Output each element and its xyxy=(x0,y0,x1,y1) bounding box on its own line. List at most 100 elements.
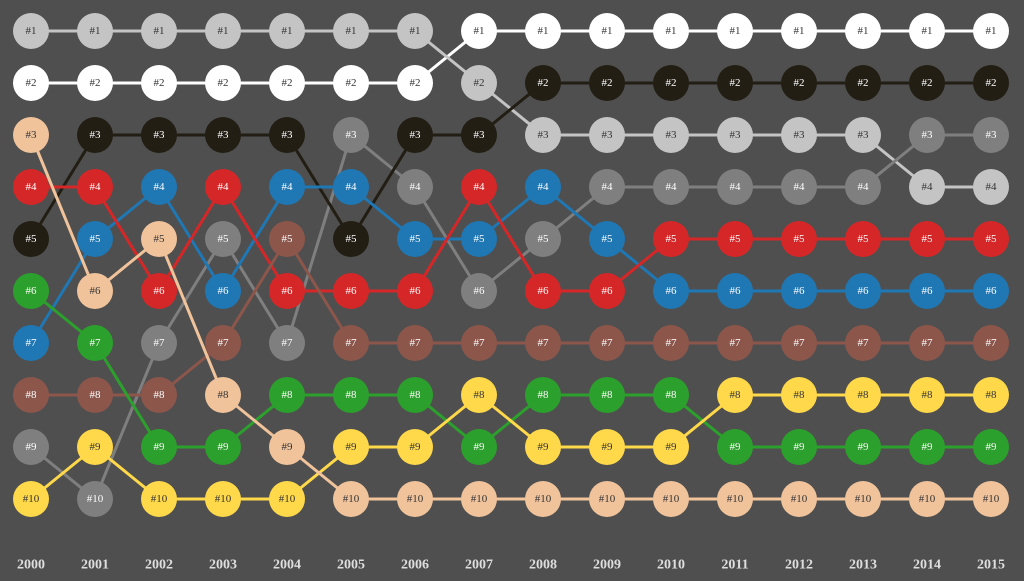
rank-dot xyxy=(525,65,561,101)
rank-label: #6 xyxy=(986,285,998,297)
rank-dot xyxy=(525,169,561,205)
rank-dot xyxy=(973,169,1009,205)
rank-dot xyxy=(141,117,177,153)
rank-label: #7 xyxy=(90,337,102,349)
x-tick-label: 2009 xyxy=(593,558,621,573)
rank-label: #2 xyxy=(858,77,869,89)
rank-dot xyxy=(13,169,49,205)
rank-label: #6 xyxy=(26,285,38,297)
rank-label: #1 xyxy=(218,25,229,37)
rank-label: #9 xyxy=(602,441,614,453)
rank-label: #10 xyxy=(855,493,872,505)
rank-label: #1 xyxy=(474,25,485,37)
rank-dot xyxy=(717,117,753,153)
rank-label: #9 xyxy=(794,441,806,453)
rank-label: #9 xyxy=(90,441,102,453)
rank-label: #8 xyxy=(986,389,998,401)
rank-dot xyxy=(141,325,177,361)
rank-label: #2 xyxy=(538,77,549,89)
rank-dot xyxy=(845,429,881,465)
rank-label: #5 xyxy=(346,233,358,245)
rank-dot xyxy=(461,169,497,205)
rank-dot xyxy=(909,273,945,309)
rank-dot xyxy=(205,65,241,101)
rank-label: #2 xyxy=(346,77,357,89)
rank-dot xyxy=(397,325,433,361)
rank-label: #9 xyxy=(26,441,38,453)
rank-dot xyxy=(205,117,241,153)
x-tick-label: 2011 xyxy=(721,558,748,573)
rank-dot xyxy=(589,481,625,517)
rank-label: #2 xyxy=(666,77,677,89)
rank-label: #3 xyxy=(346,129,358,141)
rank-label: #5 xyxy=(986,233,998,245)
rank-dot xyxy=(973,273,1009,309)
rank-label: #3 xyxy=(154,129,166,141)
rank-label: #6 xyxy=(794,285,806,297)
rank-line xyxy=(29,134,991,501)
rank-dot xyxy=(717,65,753,101)
rank-label: #1 xyxy=(90,25,101,37)
rank-label: #3 xyxy=(282,129,294,141)
rank-dot xyxy=(205,273,241,309)
rank-dot xyxy=(205,221,241,257)
rank-label: #8 xyxy=(90,389,102,401)
rank-label: #4 xyxy=(346,181,358,193)
rank-label: #8 xyxy=(410,389,422,401)
rank-dot xyxy=(525,117,561,153)
rank-dot xyxy=(909,377,945,413)
x-tick-label: 2002 xyxy=(145,558,173,573)
rank-dot xyxy=(845,325,881,361)
rank-dot xyxy=(13,273,49,309)
rank-label: #9 xyxy=(154,441,166,453)
rank-dot xyxy=(845,221,881,257)
rank-dot xyxy=(589,377,625,413)
rank-label: #2 xyxy=(154,77,165,89)
rank-dot xyxy=(973,481,1009,517)
rank-label: #6 xyxy=(154,285,166,297)
rank-dot xyxy=(269,65,305,101)
rank-label: #4 xyxy=(410,181,422,193)
rank-line xyxy=(31,236,991,397)
rank-label: #5 xyxy=(90,233,102,245)
rank-label: #3 xyxy=(730,129,742,141)
rank-dot xyxy=(717,273,753,309)
rank-label: #10 xyxy=(599,493,616,505)
rank-dot xyxy=(333,117,369,153)
rank-dot xyxy=(717,325,753,361)
rank-label: #9 xyxy=(410,441,422,453)
rank-label: #1 xyxy=(858,25,869,37)
rank-label: #7 xyxy=(602,337,614,349)
rank-dot xyxy=(589,117,625,153)
rank-label: #8 xyxy=(602,389,614,401)
rank-dot xyxy=(589,169,625,205)
rank-dot xyxy=(525,13,561,49)
rank-dot xyxy=(141,377,177,413)
rank-dot xyxy=(909,65,945,101)
rank-dot xyxy=(589,429,625,465)
rank-dot xyxy=(909,221,945,257)
rank-line xyxy=(31,29,991,85)
x-tick-label: 2012 xyxy=(785,558,813,573)
rank-label: #9 xyxy=(666,441,678,453)
rank-dot xyxy=(845,273,881,309)
rank-dot xyxy=(269,325,305,361)
rank-label: #1 xyxy=(986,25,997,37)
rank-label: #3 xyxy=(602,129,614,141)
rank-dot xyxy=(781,481,817,517)
x-tick-label: 2007 xyxy=(465,558,493,573)
rank-label: #2 xyxy=(410,77,421,89)
rank-dot xyxy=(397,377,433,413)
rank-dot xyxy=(653,13,689,49)
rank-label: #7 xyxy=(154,337,166,349)
rank-label: #1 xyxy=(26,25,37,37)
rank-dot xyxy=(333,429,369,465)
rank-label: #6 xyxy=(922,285,934,297)
x-tick-label: 2004 xyxy=(273,558,301,573)
rank-dot xyxy=(909,429,945,465)
rank-dot xyxy=(781,65,817,101)
rank-dot xyxy=(717,481,753,517)
rank-label: #7 xyxy=(474,337,486,349)
rank-dot xyxy=(13,429,49,465)
rank-label: #4 xyxy=(922,181,934,193)
